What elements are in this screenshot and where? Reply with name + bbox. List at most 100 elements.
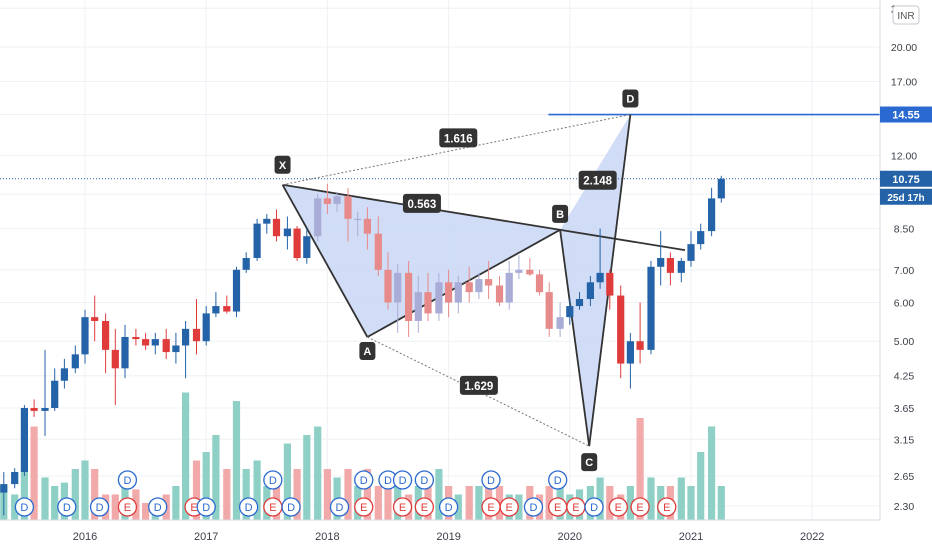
candle-body [677,260,685,273]
candle-body [151,339,159,346]
event-marker-label: D [269,475,277,487]
pattern-point-box [552,204,569,223]
current-price-text: 10.75 [892,174,920,186]
candle-body [657,258,665,267]
volume-bar [223,469,231,520]
pattern-point-box [274,155,291,174]
event-marker-label: E [487,502,494,514]
event-marker-circle[interactable] [630,497,650,517]
candle-body [384,269,392,303]
price-tick-label: 6.00 [894,298,915,310]
pattern-point-label: A [363,346,371,358]
event-marker-circle[interactable] [414,470,435,490]
candle-body [232,269,241,312]
volume-bar [41,477,49,520]
volume-bar [697,452,705,520]
candle-body [242,258,250,270]
event-marker-circle[interactable] [584,497,604,517]
event-marker-label: D [202,502,210,514]
pattern-leg-AB [366,229,561,338]
event-marker-label: D [590,502,598,514]
candle-body [202,313,210,342]
event-marker-circle[interactable] [196,497,216,517]
ratio-box [578,170,617,190]
event-marker-label: D [154,502,162,514]
current-price-badge [880,170,932,187]
candle-body [647,266,655,350]
volume-bar [636,418,644,520]
event-marker-circle[interactable] [548,470,568,490]
volume-bar [435,469,443,520]
candle-body [91,317,99,321]
event-marker-circle[interactable] [117,470,138,490]
candle-body [51,380,59,408]
candle-body [333,196,341,204]
candle-body [71,354,79,369]
event-marker-label: D [529,502,537,514]
price-tick-label: 5.00 [894,336,915,348]
volume-bar [314,426,322,520]
time-axis[interactable]: 2016 2017 2018 2019 2020 2021 2022 [73,531,825,543]
price-tick-label: 20.00 [891,42,917,54]
event-marker-circle[interactable] [263,470,283,490]
event-marker-circle[interactable] [414,497,435,517]
volume-bar [465,486,473,520]
volume-bar [303,435,311,520]
event-marker-circle[interactable] [281,497,301,517]
price-tick-label: 2.30 [894,501,915,513]
event-marker-label: D [287,502,295,514]
volume-bar [142,503,150,520]
pattern-point-box [622,89,639,108]
candle-body [293,228,301,259]
price-tick-label: 3.65 [894,403,915,415]
countdown-badge [880,188,932,205]
volume-bar [11,494,19,520]
event-marker-circle[interactable] [329,497,350,517]
event-marker-circle[interactable] [354,497,374,517]
time-tick-label: 2017 [194,531,218,543]
event-marker-circle[interactable] [117,497,138,517]
candle-body [102,320,110,350]
event-marker-circle[interactable] [499,497,519,517]
event-marker-label: D [336,502,344,514]
event-marker-circle[interactable] [89,497,110,517]
candle-body [566,306,574,318]
event-marker-circle[interactable] [392,470,413,490]
candle-body [283,228,292,237]
candle-body [314,198,322,237]
ratio-box [439,128,478,148]
event-marker-circle[interactable] [481,470,501,490]
volume-bar [172,486,180,520]
event-marker-circle[interactable] [14,497,35,517]
event-marker-circle[interactable] [392,497,413,517]
candle-body [344,196,352,219]
event-marker-circle[interactable] [438,497,459,517]
event-marker-circle[interactable] [354,470,374,490]
candle-body [60,368,68,381]
candle-body [11,471,19,485]
candle-body [212,306,220,314]
candle-body [636,341,644,350]
volume-bar [111,494,119,520]
volume-bar [384,477,392,520]
volume-bar [202,452,210,520]
event-marker-circle[interactable] [523,497,544,517]
volume-bar [51,486,59,520]
volume-bar [363,469,371,520]
event-marker-circle[interactable] [238,497,259,517]
candle-body [142,339,150,346]
event-marker-circle[interactable] [148,497,168,517]
event-marker-circle[interactable] [657,497,677,517]
event-marker-label: D [360,475,368,487]
candle-body [405,272,413,321]
event-marker-circle[interactable] [57,497,77,517]
event-marker-circle[interactable] [608,497,628,517]
time-tick-label: 2016 [73,531,97,543]
currency-badge[interactable]: INR [892,5,920,25]
candle-body [192,328,201,342]
event-marker-label: D [487,475,495,487]
candle-body [111,349,119,369]
candle-body [454,282,462,303]
